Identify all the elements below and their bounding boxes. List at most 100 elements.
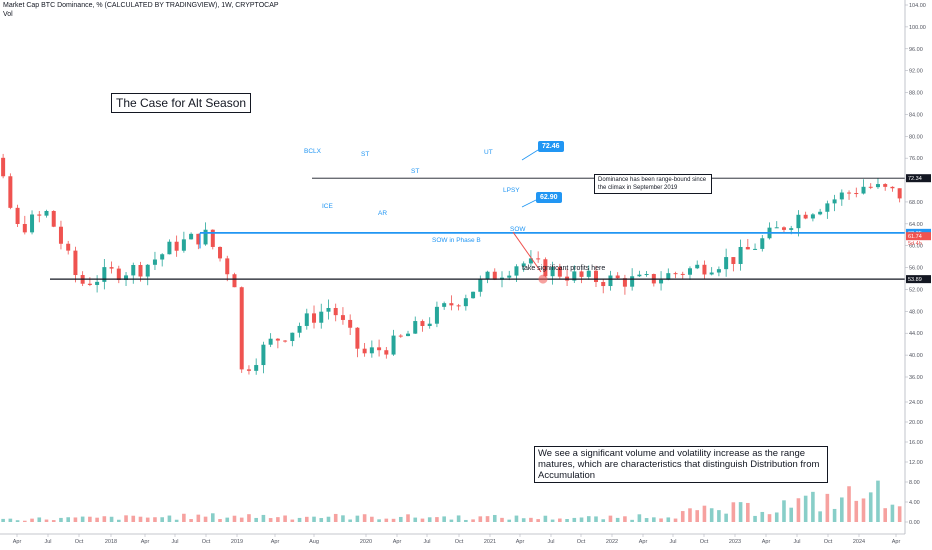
time-axis-tick-label: Apr (141, 539, 150, 545)
candle (319, 311, 324, 323)
candle (890, 186, 895, 189)
candle (818, 211, 823, 215)
volume-note-annotation[interactable]: We see a significant volume and volatili… (534, 446, 828, 483)
candle (261, 344, 266, 366)
price-axis-tick-label: 52.00 (909, 287, 923, 293)
time-axis-tick-label: Oct (75, 539, 84, 545)
volume-bar (529, 517, 533, 522)
volume-bar (398, 516, 403, 522)
volume-bar (796, 498, 801, 522)
time-axis-tick-label: Jul (547, 539, 554, 545)
candle (15, 207, 20, 224)
candle (861, 186, 866, 194)
volume-bar (854, 500, 859, 522)
volume-bar (442, 516, 446, 522)
price-axis-tick-label: 48.00 (909, 309, 923, 315)
volume-bar (153, 517, 157, 522)
volume-bar (348, 519, 352, 522)
volume-bar (174, 519, 179, 522)
candle (348, 319, 353, 328)
volume-bar (659, 518, 663, 522)
time-axis-tick-label: Oct (824, 539, 833, 545)
candle (167, 241, 172, 255)
volume-axis-tick-label: 20.00 (909, 420, 923, 426)
candle (716, 269, 721, 273)
title-annotation[interactable]: The Case for Alt Season (111, 93, 252, 113)
candle (637, 274, 642, 277)
volume-axis-tick-label: 0.00 (909, 520, 920, 526)
volume-bar (124, 515, 128, 522)
volume-bar (630, 519, 634, 522)
time-axis-tick-label: Aug (309, 539, 319, 545)
candle (478, 279, 483, 292)
callout-lower[interactable]: 62.90 (536, 192, 562, 203)
time-axis-tick-label: 2021 (484, 539, 496, 545)
candle (796, 214, 801, 229)
volume-bar (117, 519, 121, 522)
time-axis-tick-label: Oct (700, 539, 709, 545)
volume-bar (695, 510, 700, 522)
candle (586, 270, 591, 277)
volume-bar (623, 516, 627, 522)
time-axis-tick-label: 2019 (231, 539, 243, 545)
wyckoff-label: ST (411, 168, 420, 175)
price-axis-tick-label: 60.00 (909, 244, 923, 250)
profit-arrow (512, 231, 542, 273)
volume-bar (268, 518, 273, 522)
candle (659, 279, 664, 284)
volume-bar (8, 518, 13, 522)
candle (51, 210, 56, 227)
candle (507, 275, 512, 278)
candle (87, 283, 92, 285)
time-axis-tick-label: 2022 (606, 539, 618, 545)
time-axis-tick-label: Apr (271, 539, 280, 545)
candle (413, 321, 418, 334)
volume-bar (276, 517, 280, 522)
level-lines (50, 177, 905, 280)
volume-bar (377, 519, 381, 522)
candle (471, 291, 476, 299)
callout-upper[interactable]: 72.46 (538, 141, 564, 152)
candle (601, 282, 606, 287)
candle (492, 271, 497, 280)
candle (398, 335, 403, 337)
candle (528, 258, 533, 264)
time-axis-tick-label: Apr (639, 539, 648, 545)
candle (543, 259, 548, 277)
volume-bar (536, 519, 540, 522)
volume-bar (717, 510, 721, 522)
volume-bar (449, 519, 454, 522)
volume-bar (753, 515, 757, 522)
volume-bar (521, 518, 526, 522)
volume-bar (897, 506, 902, 522)
candle (312, 313, 317, 323)
volume-bar (247, 514, 251, 522)
candle (702, 264, 707, 275)
price-level-badge-label: 61.74 (908, 234, 922, 240)
candle (875, 184, 880, 188)
range-note-annotation[interactable]: Dominance has been range-bound since the… (594, 174, 712, 194)
volume-bar (319, 518, 324, 522)
volume-bar (485, 516, 490, 522)
candle (1, 157, 6, 177)
volume-bar (406, 514, 410, 522)
volume-bar (883, 508, 887, 522)
candle (630, 276, 635, 287)
volume-bar (702, 505, 707, 522)
time-axis-tick-label: Oct (577, 539, 586, 545)
candle (449, 303, 454, 306)
volume-bar (890, 504, 895, 522)
volume-bar (80, 516, 85, 522)
time-axis-tick-label: Jul (44, 539, 51, 545)
volume-bar (731, 502, 736, 522)
volume-bar (1, 518, 5, 522)
volume-bar (362, 514, 367, 522)
price-axis-tick-label: 80.00 (909, 134, 923, 140)
candle (124, 275, 129, 281)
candle (225, 258, 230, 275)
candle (174, 241, 179, 251)
price-axis-tick-label: 96.00 (909, 47, 923, 53)
volume-bar (818, 511, 822, 522)
candle (384, 350, 389, 355)
